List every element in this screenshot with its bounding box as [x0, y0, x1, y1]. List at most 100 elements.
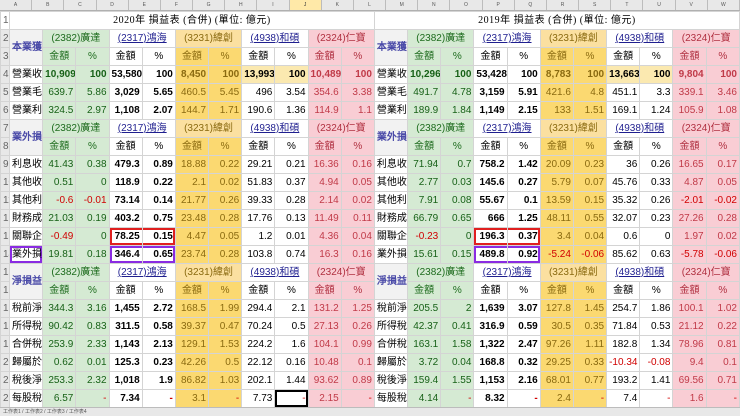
- cell-percent[interactable]: 0.28: [274, 191, 309, 210]
- cell-percent[interactable]: 1.86: [639, 299, 674, 318]
- cell-percent[interactable]: 0.01: [274, 227, 309, 246]
- cell-percent[interactable]: 2: [440, 299, 475, 318]
- cell-amount[interactable]: 71.84: [606, 317, 641, 336]
- cell-amount[interactable]: 48.11: [539, 209, 574, 228]
- cell-amount[interactable]: 10.48: [307, 353, 342, 372]
- cell-amount[interactable]: 13.59: [539, 191, 574, 210]
- cell-amount[interactable]: 2.1: [174, 173, 210, 192]
- cell-amount[interactable]: 45.76: [606, 173, 641, 192]
- cell-percent[interactable]: 0.04: [572, 227, 608, 246]
- cell-amount[interactable]: 496: [241, 83, 276, 102]
- cell-amount[interactable]: 10,296: [407, 65, 442, 84]
- cell-amount[interactable]: -0.49: [42, 227, 77, 246]
- cell-amount[interactable]: 758.2: [473, 155, 508, 174]
- cell-percent[interactable]: 100: [340, 65, 375, 84]
- column-header-s[interactable]: S: [579, 0, 612, 10]
- cell-amount[interactable]: 10,489: [307, 65, 342, 84]
- cell-amount[interactable]: 324.5: [42, 101, 77, 120]
- column-header-i[interactable]: I: [257, 0, 290, 10]
- cell-amount[interactable]: -0.6: [42, 191, 77, 210]
- cell-percent[interactable]: 2.1: [274, 299, 309, 318]
- cell-amount[interactable]: 144.7: [174, 101, 210, 120]
- cell-amount[interactable]: 21.12: [672, 317, 707, 336]
- column-header-t[interactable]: T: [611, 0, 644, 10]
- cell-percent[interactable]: 0.59: [506, 317, 541, 336]
- cell-percent[interactable]: 0.05: [340, 173, 375, 192]
- cell-amount[interactable]: -5.78: [672, 245, 707, 264]
- cell-percent[interactable]: 0.33: [639, 173, 674, 192]
- cell-amount[interactable]: 5.79: [539, 173, 574, 192]
- cell-amount[interactable]: 23.74: [174, 245, 210, 264]
- cell-amount[interactable]: 133: [539, 101, 574, 120]
- cell-percent[interactable]: 0: [75, 173, 110, 192]
- column-header-p[interactable]: P: [483, 0, 515, 10]
- cell-percent[interactable]: 0.14: [141, 191, 176, 210]
- cell-percent[interactable]: 100: [506, 65, 541, 84]
- cell-amount[interactable]: 339.1: [672, 83, 707, 102]
- cell-percent[interactable]: 0.5: [208, 353, 243, 372]
- cell-percent[interactable]: -0.06: [572, 245, 608, 264]
- cell-percent[interactable]: 0.47: [208, 317, 243, 336]
- cell-amount[interactable]: 421.6: [539, 83, 574, 102]
- cell-amount[interactable]: 451.1: [606, 83, 641, 102]
- cell-amount[interactable]: 346.4: [108, 245, 143, 264]
- cell-percent[interactable]: 0.7: [440, 155, 475, 174]
- cell-amount[interactable]: 169.1: [606, 101, 641, 120]
- cell-amount[interactable]: 8,783: [539, 65, 574, 84]
- cell-percent[interactable]: 1.36: [274, 101, 309, 120]
- cell-amount[interactable]: 254.7: [606, 299, 641, 318]
- cell-percent[interactable]: -: [141, 389, 176, 408]
- cell-percent[interactable]: 1.45: [572, 299, 608, 318]
- cell-percent[interactable]: 0.65: [141, 245, 176, 264]
- column-header-u[interactable]: U: [643, 0, 676, 10]
- cell-amount[interactable]: 41.43: [42, 155, 77, 174]
- cell-percent[interactable]: 1.9: [141, 371, 176, 390]
- cell-amount[interactable]: 27.26: [672, 209, 707, 228]
- cell-percent[interactable]: 3.07: [506, 299, 541, 318]
- cell-amount[interactable]: 311.5: [108, 317, 143, 336]
- cell-amount[interactable]: 460.5: [174, 83, 210, 102]
- cell-percent[interactable]: 0.05: [208, 227, 243, 246]
- cell-amount[interactable]: 2.4: [539, 389, 574, 408]
- column-header-b[interactable]: B: [32, 0, 65, 10]
- cell-percent[interactable]: 0.26: [639, 155, 674, 174]
- cell-percent[interactable]: -: [506, 389, 541, 408]
- cell-amount[interactable]: 8.32: [473, 389, 508, 408]
- cell-percent[interactable]: -: [440, 389, 475, 408]
- cell-amount[interactable]: 131.2: [307, 299, 342, 318]
- cell-amount[interactable]: 1,149: [473, 101, 508, 120]
- cell-amount[interactable]: 42.26: [174, 353, 210, 372]
- column-header-r[interactable]: R: [547, 0, 580, 10]
- cell-amount[interactable]: 2.15: [307, 389, 342, 408]
- cell-amount[interactable]: 22.12: [241, 353, 276, 372]
- cell-percent[interactable]: 2.72: [141, 299, 176, 318]
- cell-percent[interactable]: 100: [274, 65, 309, 84]
- cell-percent[interactable]: -: [75, 389, 110, 408]
- cell-percent[interactable]: 1.42: [506, 155, 541, 174]
- sheet-tab-bar[interactable]: 工作表1 / 工作表2 / 工作表3 / 工作表4: [0, 407, 740, 416]
- cell-percent[interactable]: 0.89: [141, 155, 176, 174]
- column-header-j[interactable]: J: [289, 0, 322, 10]
- cell-percent[interactable]: 0.04: [440, 353, 475, 372]
- cell-amount[interactable]: 118.9: [108, 173, 143, 192]
- cell-amount[interactable]: 100.1: [672, 299, 707, 318]
- cell-amount[interactable]: 90.42: [42, 317, 77, 336]
- cell-percent[interactable]: 2.97: [75, 101, 110, 120]
- cell-percent[interactable]: 0.58: [141, 317, 176, 336]
- cell-percent[interactable]: 0.37: [274, 173, 309, 192]
- column-header-d[interactable]: D: [97, 0, 129, 10]
- cell-amount[interactable]: 104.1: [307, 335, 342, 354]
- cell-amount[interactable]: 68.01: [539, 371, 574, 390]
- cell-amount[interactable]: 666: [473, 209, 508, 228]
- cell-percent[interactable]: 2.33: [75, 335, 110, 354]
- cell-percent[interactable]: 2.13: [141, 335, 176, 354]
- cell-amount[interactable]: 0.62: [42, 353, 77, 372]
- cell-percent[interactable]: 0.18: [75, 245, 110, 264]
- cell-percent[interactable]: 1.84: [440, 101, 475, 120]
- cell-amount[interactable]: 71.94: [407, 155, 442, 174]
- cell-amount[interactable]: 70.24: [241, 317, 276, 336]
- cell-percent[interactable]: 4.78: [440, 83, 475, 102]
- cell-amount[interactable]: 3,029: [108, 83, 143, 102]
- cell-amount[interactable]: 7.34: [108, 389, 143, 408]
- cell-amount[interactable]: 105.9: [672, 101, 707, 120]
